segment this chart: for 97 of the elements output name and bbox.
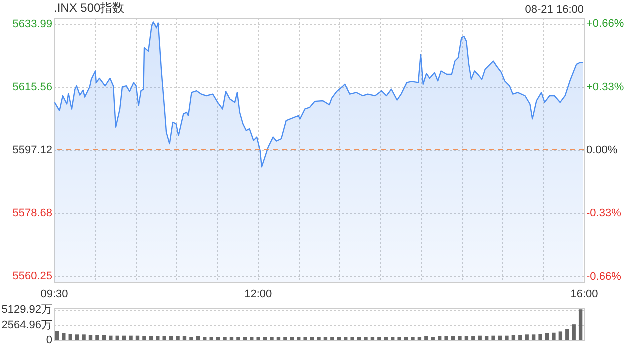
bar	[162, 336, 166, 340]
bar	[310, 337, 314, 340]
y-tick-label: 5615.56	[12, 81, 52, 94]
bar	[290, 337, 294, 340]
bar	[538, 334, 542, 340]
bar	[109, 336, 113, 340]
bar	[424, 336, 428, 340]
y-tick-label: 5597.12	[12, 144, 52, 156]
bar	[317, 337, 321, 340]
bar	[330, 337, 334, 340]
bar	[364, 337, 368, 340]
y2-tick-label: 0.00%	[586, 144, 618, 156]
bar	[270, 337, 274, 340]
bar	[190, 337, 194, 340]
bar	[256, 337, 260, 340]
bar	[398, 337, 402, 340]
bar	[578, 310, 583, 340]
x-tick-label: 16:00	[570, 288, 598, 300]
bar	[68, 334, 72, 340]
text: 08-21 16:00	[525, 4, 584, 16]
y-tick-label: 5560.25	[12, 270, 52, 283]
bar	[512, 335, 516, 340]
x-tick-label: 12:00	[244, 288, 272, 300]
bar	[116, 336, 120, 340]
bar	[196, 336, 200, 340]
bar	[464, 336, 469, 340]
bar	[552, 332, 556, 340]
bar	[572, 324, 576, 340]
chart-title: .INX 500指数	[54, 1, 125, 15]
y-tick-label: 0	[46, 334, 52, 346]
bar	[458, 336, 462, 340]
bar	[169, 336, 174, 340]
bar	[122, 336, 126, 340]
y2-tick-label: +0.33%	[586, 81, 624, 94]
bar	[55, 331, 60, 340]
bar	[438, 336, 442, 340]
y-tick-label: 5578.68	[12, 207, 52, 220]
bar	[129, 336, 133, 340]
bar	[75, 334, 80, 340]
bar	[444, 336, 448, 340]
y-tick-label: 5129.92万	[2, 304, 52, 316]
bar	[350, 337, 354, 340]
bar	[250, 337, 254, 340]
bar	[451, 336, 456, 340]
bar	[62, 333, 66, 340]
bar	[203, 337, 207, 340]
bar	[498, 336, 502, 340]
bar	[566, 329, 570, 340]
bar	[210, 337, 214, 340]
y-tick-label: 5633.99	[12, 18, 52, 30]
bar	[344, 337, 348, 340]
bar	[88, 335, 93, 340]
bar	[136, 336, 140, 340]
bar	[324, 337, 328, 340]
bar	[304, 337, 308, 340]
bar	[149, 336, 154, 340]
bar	[472, 336, 476, 340]
bar	[82, 334, 86, 340]
bar	[525, 334, 529, 340]
bar	[176, 336, 180, 340]
bar	[337, 337, 341, 340]
y2-tick-label: -0.33%	[586, 208, 622, 220]
bar	[236, 337, 240, 340]
bar	[391, 337, 395, 340]
bar	[96, 335, 100, 340]
bar	[505, 336, 509, 340]
bar	[545, 333, 550, 340]
bar	[276, 337, 281, 340]
bar	[418, 337, 422, 340]
bar	[357, 337, 362, 340]
bar	[370, 337, 375, 340]
bar	[223, 337, 227, 340]
bar	[284, 337, 288, 340]
bar	[263, 337, 268, 340]
y2-tick-label: -0.66%	[586, 270, 622, 283]
bar	[384, 337, 388, 340]
bar	[518, 335, 522, 340]
bar	[404, 337, 408, 340]
bar	[230, 337, 234, 340]
bar	[182, 336, 187, 340]
bar	[492, 336, 496, 340]
bar	[478, 336, 482, 340]
bar	[532, 334, 536, 340]
bar	[243, 337, 247, 340]
bar	[431, 337, 435, 340]
y-tick-label: 2564.96万	[2, 319, 52, 332]
bar	[156, 336, 160, 340]
bar	[558, 332, 563, 340]
bar	[378, 337, 382, 340]
bar	[102, 335, 106, 340]
bar	[297, 337, 301, 340]
bar	[216, 337, 220, 340]
bar	[411, 337, 415, 340]
bar	[484, 336, 489, 340]
bar	[142, 336, 146, 340]
x-tick-label: 09:30	[40, 288, 68, 300]
y2-tick-label: +0.66%	[586, 18, 624, 30]
